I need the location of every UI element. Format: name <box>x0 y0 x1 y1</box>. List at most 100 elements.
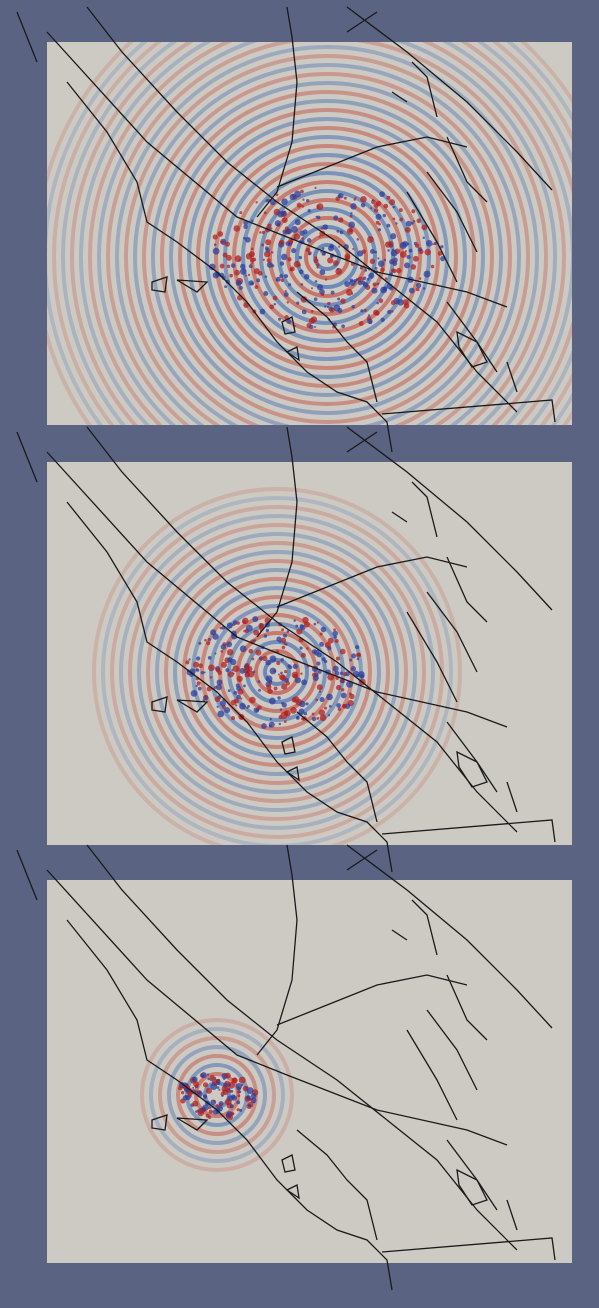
wave-speckle <box>195 684 198 688</box>
wave-speckle <box>296 202 302 208</box>
wave-speckle <box>240 263 246 270</box>
wave-speckle <box>235 1083 243 1090</box>
wave-speckle <box>268 697 276 705</box>
wave-ring <box>277 207 377 307</box>
wave-speckle <box>278 722 282 726</box>
wave-speckle <box>387 249 390 252</box>
wave-speckle <box>236 694 241 700</box>
wave-ring <box>187 117 467 397</box>
wave-speckle <box>286 630 290 633</box>
wave-speckle <box>340 298 346 304</box>
wave-speckle <box>262 655 268 662</box>
wave-speckle <box>279 261 285 266</box>
wave-speckle <box>279 708 283 711</box>
wave-speckle <box>373 202 379 209</box>
wave-speckle <box>371 199 375 202</box>
wave-speckle <box>350 665 357 672</box>
wave-speckle <box>177 1085 183 1091</box>
wave-speckle <box>337 707 342 711</box>
wave-speckle <box>349 214 353 218</box>
wave-speckle <box>395 222 398 225</box>
wave-speckle <box>281 645 286 650</box>
wave-speckle <box>191 1076 198 1083</box>
wave-speckle <box>232 665 240 673</box>
wave-speckle <box>357 280 363 286</box>
wave-speckle <box>283 292 289 297</box>
wave-speckle <box>259 231 262 234</box>
wave-speckle <box>308 317 315 324</box>
wave-speckle <box>246 706 249 709</box>
wave-speckle <box>264 275 268 278</box>
wave-speckle <box>333 628 336 632</box>
wave-speckle <box>349 279 356 286</box>
wave-speckle <box>311 287 314 290</box>
wave-speckle <box>216 1086 220 1090</box>
wave-speckle <box>327 257 334 264</box>
wave-speckle <box>360 309 364 313</box>
wave-ring <box>133 63 521 425</box>
wave-speckle <box>226 264 231 269</box>
wave-speckle <box>345 289 353 296</box>
wave-speckle <box>363 308 367 313</box>
wave-speckle <box>264 250 271 258</box>
wave-speckle <box>392 205 396 209</box>
wave-ring <box>268 198 386 316</box>
wave-speckle <box>422 287 426 290</box>
wave-speckle <box>415 282 422 289</box>
wave-speckle <box>408 248 413 253</box>
wave-speckle <box>197 1109 204 1117</box>
wave-speckle <box>410 264 417 270</box>
wave-speckle <box>303 273 310 280</box>
wave-speckle <box>248 648 254 654</box>
wave-speckle <box>240 697 243 700</box>
wave-speckle <box>343 196 347 200</box>
wave-speckle <box>250 1093 257 1099</box>
wave-speckle <box>292 663 298 670</box>
wave-ring <box>149 1027 285 1163</box>
wave-ring <box>205 135 449 379</box>
wave-speckle <box>227 671 234 678</box>
wave-speckle <box>220 1091 225 1096</box>
wave-speckle <box>360 202 366 208</box>
wave-speckle <box>270 251 274 254</box>
wave-speckle <box>286 301 289 304</box>
wave-speckle <box>265 628 270 633</box>
wave-speckle <box>209 263 216 271</box>
wave-speckle <box>432 243 435 246</box>
wave-speckle <box>215 684 222 691</box>
panel <box>16 6 572 453</box>
wave-speckle <box>219 263 225 269</box>
wave-speckle <box>399 217 404 222</box>
wave-speckle <box>299 700 306 708</box>
wave-speckle <box>302 616 309 624</box>
wave-speckle <box>291 247 297 254</box>
wave-speckle <box>224 241 230 247</box>
wave-speckle <box>245 670 249 674</box>
wave-speckle <box>293 237 296 240</box>
wave-speckle <box>236 675 243 682</box>
wave-speckle <box>367 318 373 325</box>
wave-speckle <box>236 685 242 691</box>
wave-ring <box>185 1063 249 1127</box>
wave-speckle <box>232 620 238 625</box>
wave-speckle <box>283 720 287 724</box>
wave-speckle <box>377 260 385 267</box>
wave-speckle <box>321 247 325 250</box>
wave-speckle <box>289 193 296 201</box>
wave-ring <box>286 216 368 298</box>
wave-speckle <box>386 223 391 228</box>
wave-speckle <box>430 264 435 269</box>
wave-speckle <box>369 258 376 265</box>
wave-speckle <box>246 1087 254 1095</box>
wave-speckle <box>237 1094 241 1098</box>
wave-speckle <box>374 266 378 270</box>
wave-speckle <box>251 219 254 223</box>
wave-speckle <box>261 243 265 247</box>
wave-speckle <box>369 249 375 254</box>
wave-speckle <box>380 267 385 272</box>
wave-speckle <box>274 220 281 227</box>
wave-ring <box>119 514 435 830</box>
wave-speckle <box>294 219 301 226</box>
wave-speckle <box>376 301 379 305</box>
wave-speckle <box>243 224 248 229</box>
